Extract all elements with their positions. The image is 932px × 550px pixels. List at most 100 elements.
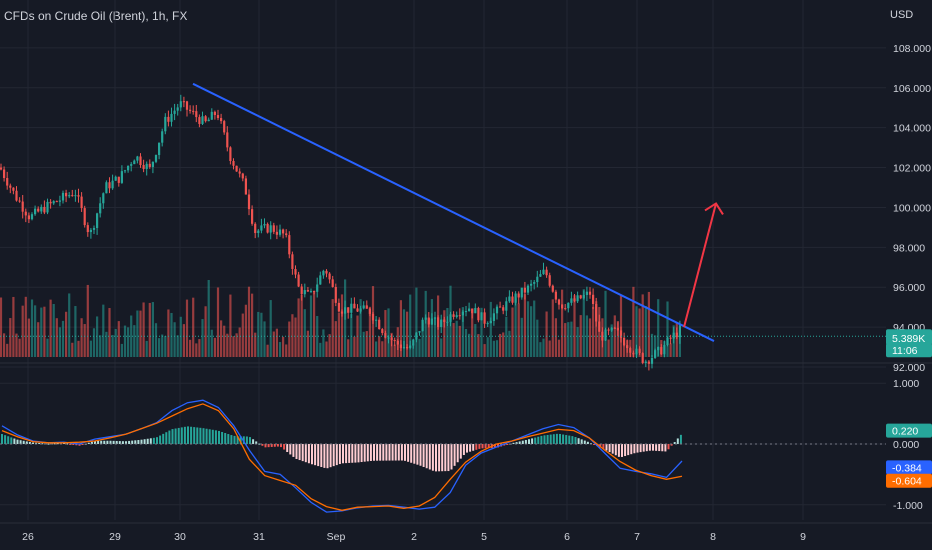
macd-histogram-bar bbox=[221, 431, 224, 444]
candle-down bbox=[592, 294, 595, 305]
volume-bar bbox=[216, 287, 220, 357]
macd-histogram-bar bbox=[280, 444, 282, 448]
macd-histogram-bar bbox=[317, 444, 320, 467]
candle-up bbox=[666, 337, 669, 346]
candle-up bbox=[350, 303, 353, 313]
volume-bar bbox=[89, 340, 92, 357]
macd-histogram-bar bbox=[555, 433, 558, 444]
macd-histogram-bar bbox=[168, 430, 171, 444]
candle-down bbox=[27, 215, 30, 220]
volume-bar bbox=[632, 286, 635, 357]
volume-bar bbox=[71, 342, 74, 357]
candle-up bbox=[127, 165, 130, 171]
macd-histogram-bar bbox=[611, 444, 614, 454]
macd-histogram-bar bbox=[413, 444, 416, 464]
macd-histogram-bar bbox=[524, 439, 527, 444]
candle-down bbox=[3, 169, 6, 178]
candle-down bbox=[220, 118, 223, 122]
volume-bar bbox=[557, 339, 561, 357]
volume-bar bbox=[161, 334, 164, 357]
macd-histogram-bar bbox=[469, 444, 472, 452]
candle-down bbox=[275, 231, 278, 235]
candle-up bbox=[446, 321, 449, 323]
volume-bar bbox=[415, 287, 418, 357]
candle-up bbox=[492, 313, 495, 321]
macd-histogram-bar bbox=[264, 444, 267, 448]
candle-down bbox=[638, 348, 641, 354]
macd-histogram-bar bbox=[218, 430, 220, 444]
axis-layer: 108.000 106.000 104.000 102.000 100.000 98.00… bbox=[22, 43, 932, 543]
candle-up bbox=[74, 195, 77, 197]
macd-histogram-bar bbox=[295, 444, 298, 459]
candle-up bbox=[402, 347, 406, 349]
candle-down bbox=[427, 317, 430, 325]
volume-bar bbox=[337, 312, 340, 357]
volume-bar bbox=[483, 344, 486, 357]
candle-down bbox=[378, 319, 381, 330]
candle-down bbox=[381, 329, 384, 334]
candle-down bbox=[192, 110, 195, 112]
volume-bar bbox=[9, 318, 12, 357]
candle-down bbox=[471, 308, 474, 314]
volume-bar bbox=[461, 307, 464, 357]
macd-histogram-bar bbox=[72, 444, 75, 445]
volume-bar bbox=[198, 339, 201, 357]
candle-up bbox=[96, 213, 99, 229]
volume-bar bbox=[619, 295, 623, 357]
macd-histogram-bar bbox=[258, 443, 261, 445]
macd-histogram-bar bbox=[481, 444, 484, 449]
candle-down bbox=[365, 305, 368, 309]
macd-histogram-bar bbox=[335, 444, 338, 466]
volume-bar bbox=[226, 333, 229, 357]
candle-down bbox=[238, 171, 241, 174]
volume-bar bbox=[55, 318, 58, 357]
volume-bar bbox=[347, 339, 350, 357]
candle-down bbox=[21, 201, 24, 212]
candle-down bbox=[77, 195, 80, 197]
volume-bar bbox=[148, 302, 151, 357]
candle-down bbox=[254, 223, 257, 234]
candle-down bbox=[229, 147, 232, 161]
volume-bar bbox=[350, 314, 353, 357]
candle-down bbox=[331, 279, 334, 287]
candle-up bbox=[650, 357, 654, 364]
macd-histogram-bar bbox=[379, 444, 382, 461]
volume-bar bbox=[582, 289, 585, 357]
macd-histogram-bar bbox=[410, 444, 413, 463]
macd-histogram-bar bbox=[152, 437, 155, 444]
volume-bar bbox=[458, 325, 461, 357]
macd-histogram-bar bbox=[239, 436, 242, 444]
volume-bar bbox=[313, 291, 316, 357]
volume-bar bbox=[151, 302, 154, 357]
volume-bar bbox=[325, 341, 328, 357]
volume-bar bbox=[399, 300, 402, 357]
volume-bar bbox=[185, 299, 189, 357]
time-axis-tick-label: 6 bbox=[564, 531, 570, 543]
macd-histogram-bar bbox=[187, 426, 189, 444]
macd-histogram-bar bbox=[199, 427, 202, 444]
candle-up bbox=[52, 201, 55, 204]
macd-histogram-bar bbox=[639, 444, 642, 453]
signal-value-badge-bg bbox=[886, 473, 932, 488]
macd-histogram-bar bbox=[422, 444, 425, 467]
candle-up bbox=[412, 339, 415, 346]
volume-bar bbox=[238, 327, 241, 357]
macd-histogram-bar bbox=[19, 440, 22, 444]
candle-down bbox=[477, 308, 480, 321]
candle-down bbox=[458, 315, 461, 317]
volume-bar bbox=[381, 341, 384, 357]
candle-down bbox=[588, 291, 592, 295]
volume-bar bbox=[477, 334, 480, 357]
candle-down bbox=[86, 225, 89, 233]
candle-down bbox=[523, 287, 526, 293]
macd-histogram-bar bbox=[366, 444, 369, 462]
volume-bar bbox=[573, 295, 576, 357]
volume-bar bbox=[588, 318, 592, 357]
volume-bar bbox=[647, 291, 650, 357]
candle-up bbox=[105, 182, 108, 194]
macd-histogram-bar bbox=[137, 440, 140, 444]
volume-bar bbox=[133, 325, 136, 357]
macd-histogram-bar bbox=[41, 443, 44, 445]
candle-down bbox=[616, 327, 619, 331]
